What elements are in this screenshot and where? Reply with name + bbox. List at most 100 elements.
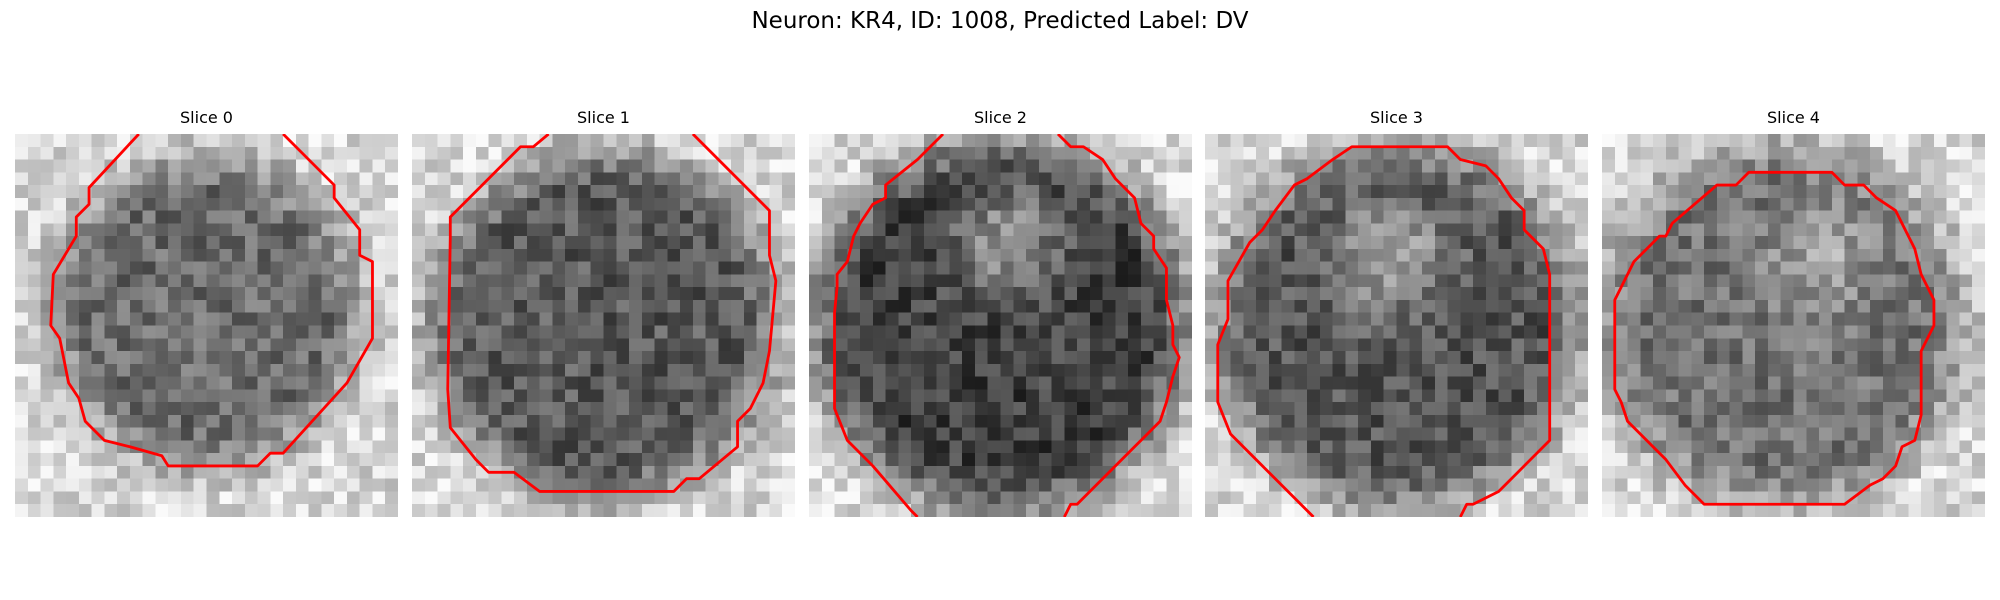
- pixel: [91, 440, 105, 454]
- pixel: [898, 299, 912, 313]
- pixel: [1345, 363, 1359, 377]
- pixel: [1089, 134, 1103, 148]
- pixel: [911, 172, 925, 186]
- pixel: [616, 351, 630, 365]
- pixel: [641, 261, 655, 275]
- pixel: [1115, 236, 1129, 250]
- pixel: [769, 223, 783, 237]
- pixel: [577, 453, 591, 467]
- pixel: [117, 172, 131, 186]
- pixel: [257, 363, 271, 377]
- pixel: [346, 440, 360, 454]
- pixel: [962, 172, 976, 186]
- pixel: [987, 261, 1001, 275]
- pixel: [680, 223, 694, 237]
- pixel: [654, 261, 668, 275]
- pixel: [1396, 478, 1410, 492]
- pixel: [603, 504, 617, 517]
- pixel: [1819, 478, 1833, 492]
- pixel: [539, 248, 553, 262]
- pixel: [1549, 389, 1563, 403]
- pixel: [667, 159, 681, 173]
- pixel: [232, 465, 246, 479]
- pixel: [180, 236, 194, 250]
- pixel: [1665, 185, 1679, 199]
- pixel: [974, 159, 988, 173]
- pixel: [15, 146, 29, 160]
- pixel: [1844, 376, 1858, 390]
- pixel: [53, 236, 67, 250]
- pixel: [974, 504, 988, 517]
- pixel: [1627, 146, 1641, 160]
- pixel: [1179, 146, 1192, 160]
- pixel: [232, 197, 246, 211]
- pixel: [821, 172, 835, 186]
- pixel: [308, 453, 322, 467]
- pixel: [552, 491, 566, 505]
- pixel: [680, 274, 694, 288]
- pixel: [1026, 478, 1040, 492]
- pixel: [91, 287, 105, 301]
- pixel: [743, 478, 757, 492]
- pixel: [756, 427, 770, 441]
- pixel: [155, 248, 169, 262]
- pixel: [1332, 134, 1346, 148]
- pixel: [936, 414, 950, 428]
- pixel: [1128, 287, 1142, 301]
- pixel: [1831, 159, 1845, 173]
- pixel: [1959, 172, 1973, 186]
- pixel: [168, 363, 182, 377]
- pixel: [629, 440, 643, 454]
- pixel: [1716, 197, 1730, 211]
- pixel: [66, 274, 80, 288]
- pixel: [1102, 210, 1116, 224]
- pixel: [629, 223, 643, 237]
- pixel: [1422, 159, 1436, 173]
- pixel: [616, 185, 630, 199]
- pixel: [1473, 402, 1487, 416]
- pixel: [1780, 210, 1794, 224]
- pixel: [244, 427, 258, 441]
- pixel: [1895, 478, 1909, 492]
- pixel: [1447, 389, 1461, 403]
- pixel: [1243, 185, 1257, 199]
- pixel: [1678, 185, 1692, 199]
- pixel: [974, 491, 988, 505]
- pixel: [782, 223, 795, 237]
- pixel: [206, 363, 220, 377]
- pixel: [295, 287, 309, 301]
- pixel: [616, 172, 630, 186]
- pixel: [692, 261, 706, 275]
- pixel: [962, 363, 976, 377]
- pixel: [232, 402, 246, 416]
- pixel: [1077, 197, 1091, 211]
- pixel: [1307, 287, 1321, 301]
- pixel: [1345, 299, 1359, 313]
- pixel: [1153, 172, 1167, 186]
- pixel: [193, 453, 207, 467]
- pixel: [1217, 197, 1231, 211]
- pixel: [1013, 248, 1027, 262]
- pixel: [270, 223, 284, 237]
- pixel: [1614, 351, 1628, 365]
- pixel: [334, 236, 348, 250]
- pixel: [1806, 248, 1820, 262]
- pixel: [1319, 299, 1333, 313]
- pixel: [962, 197, 976, 211]
- pixel: [1128, 491, 1142, 505]
- pixel: [168, 338, 182, 352]
- pixel: [321, 312, 335, 326]
- pixel: [155, 261, 169, 275]
- pixel: [193, 427, 207, 441]
- pixel: [1614, 248, 1628, 262]
- pixel: [129, 504, 143, 517]
- pixel: [1614, 338, 1628, 352]
- pixel: [1678, 389, 1692, 403]
- panel-title: Slice 0: [180, 108, 233, 127]
- pixel: [308, 312, 322, 326]
- pixel: [1396, 274, 1410, 288]
- pixel: [1602, 491, 1616, 505]
- pixel: [437, 478, 451, 492]
- pixel: [1179, 248, 1192, 262]
- pixel: [1409, 402, 1423, 416]
